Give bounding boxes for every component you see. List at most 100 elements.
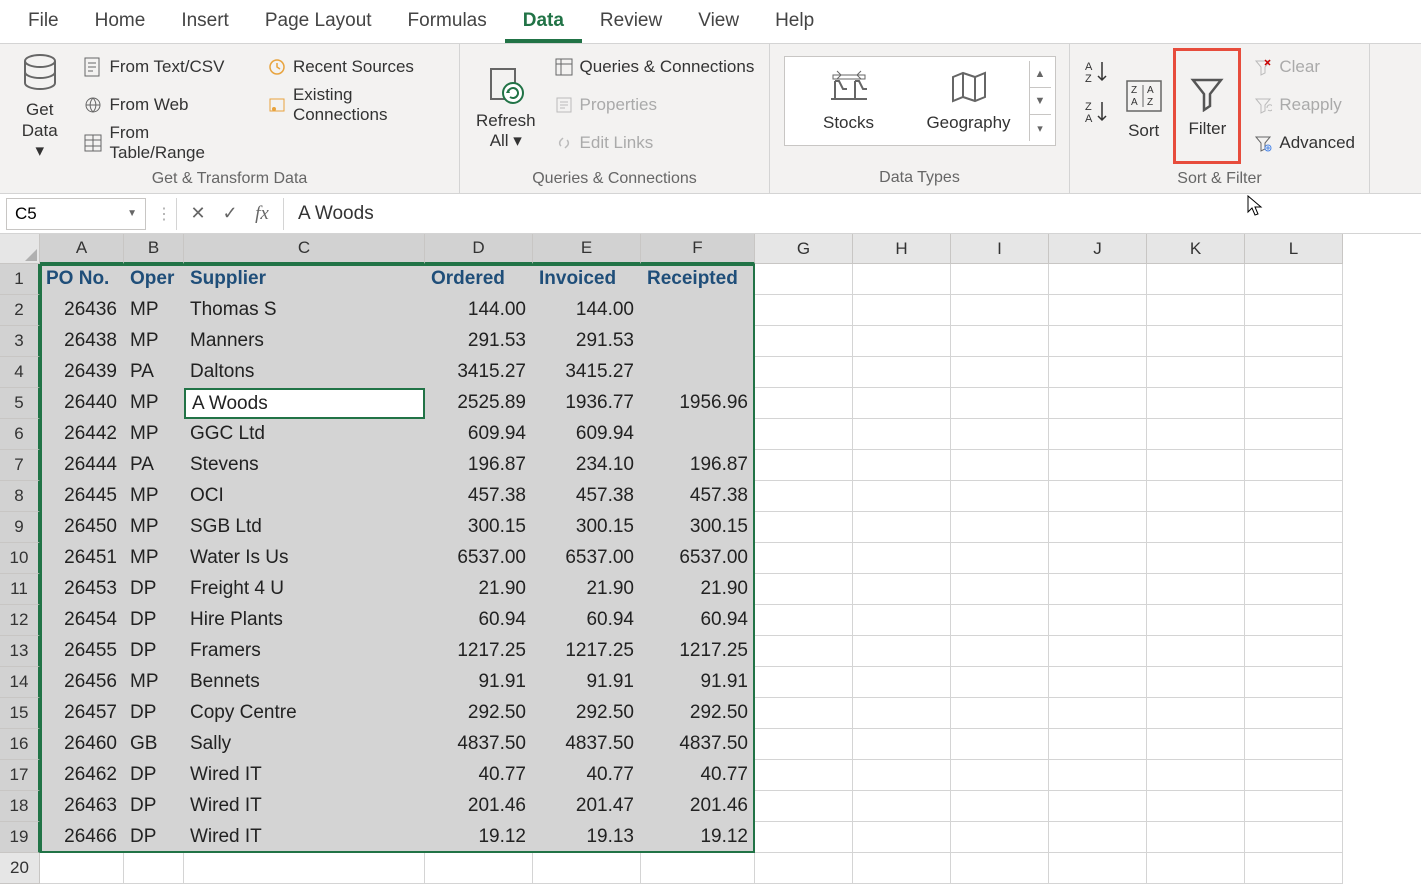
cell-D9[interactable]: 300.15 [425, 512, 533, 543]
cell-D4[interactable]: 3415.27 [425, 357, 533, 388]
cell-C3[interactable]: Manners [184, 326, 425, 357]
cell-J10[interactable] [1049, 543, 1147, 574]
cell-F7[interactable]: 196.87 [641, 450, 755, 481]
cell-J15[interactable] [1049, 698, 1147, 729]
cell-A15[interactable]: 26457 [40, 698, 124, 729]
cell-F9[interactable]: 300.15 [641, 512, 755, 543]
cell-J6[interactable] [1049, 419, 1147, 450]
clear-button[interactable]: Clear [1247, 48, 1361, 86]
cell-E7[interactable]: 234.10 [533, 450, 641, 481]
cell-B9[interactable]: MP [124, 512, 184, 543]
cell-G7[interactable] [755, 450, 853, 481]
cell-K19[interactable] [1147, 822, 1245, 853]
cell-L3[interactable] [1245, 326, 1343, 357]
gallery-up-icon[interactable]: ▲ [1030, 61, 1051, 88]
cell-A16[interactable]: 26460 [40, 729, 124, 760]
cell-F18[interactable]: 201.46 [641, 791, 755, 822]
cell-C20[interactable] [184, 853, 425, 884]
cell-I5[interactable] [951, 388, 1049, 419]
cell-J3[interactable] [1049, 326, 1147, 357]
row-header-16[interactable]: 16 [0, 729, 40, 760]
properties-button[interactable]: Properties [548, 86, 761, 124]
cell-B2[interactable]: MP [124, 295, 184, 326]
cell-J14[interactable] [1049, 667, 1147, 698]
cell-G9[interactable] [755, 512, 853, 543]
cell-B14[interactable]: MP [124, 667, 184, 698]
cell-B18[interactable]: DP [124, 791, 184, 822]
cell-J8[interactable] [1049, 481, 1147, 512]
row-header-11[interactable]: 11 [0, 574, 40, 605]
cell-D12[interactable]: 60.94 [425, 605, 533, 636]
cell-E11[interactable]: 21.90 [533, 574, 641, 605]
row-header-9[interactable]: 9 [0, 512, 40, 543]
cell-I6[interactable] [951, 419, 1049, 450]
cell-F5[interactable]: 1956.96 [641, 388, 755, 419]
tab-home[interactable]: Home [77, 0, 164, 43]
get-data-button[interactable]: GetData ▾ [8, 48, 71, 168]
col-header-E[interactable]: E [533, 234, 641, 264]
cell-K9[interactable] [1147, 512, 1245, 543]
row-header-19[interactable]: 19 [0, 822, 40, 853]
cell-D6[interactable]: 609.94 [425, 419, 533, 450]
cell-B5[interactable]: MP [124, 388, 184, 419]
cell-E10[interactable]: 6537.00 [533, 543, 641, 574]
cell-G18[interactable] [755, 791, 853, 822]
cell-D11[interactable]: 21.90 [425, 574, 533, 605]
cell-C5[interactable]: A Woods [184, 388, 425, 419]
cell-C18[interactable]: Wired IT [184, 791, 425, 822]
cell-B7[interactable]: PA [124, 450, 184, 481]
cell-K1[interactable] [1147, 264, 1245, 295]
cell-A13[interactable]: 26455 [40, 636, 124, 667]
cell-E12[interactable]: 60.94 [533, 605, 641, 636]
cell-E20[interactable] [533, 853, 641, 884]
cell-H17[interactable] [853, 760, 951, 791]
cell-H9[interactable] [853, 512, 951, 543]
cell-A6[interactable]: 26442 [40, 419, 124, 450]
row-header-13[interactable]: 13 [0, 636, 40, 667]
cell-F10[interactable]: 6537.00 [641, 543, 755, 574]
cell-K11[interactable] [1147, 574, 1245, 605]
cell-D20[interactable] [425, 853, 533, 884]
col-header-J[interactable]: J [1049, 234, 1147, 264]
from-text-csv-button[interactable]: From Text/CSV [77, 48, 248, 86]
cell-G14[interactable] [755, 667, 853, 698]
cell-I18[interactable] [951, 791, 1049, 822]
cell-B15[interactable]: DP [124, 698, 184, 729]
cell-H15[interactable] [853, 698, 951, 729]
chevron-down-icon[interactable]: ▼ [127, 208, 137, 219]
gallery-more-icon[interactable]: ▾ [1030, 115, 1051, 141]
select-all-corner[interactable] [0, 234, 40, 264]
cell-L20[interactable] [1245, 853, 1343, 884]
tab-view[interactable]: View [680, 0, 757, 43]
cell-I4[interactable] [951, 357, 1049, 388]
cell-I11[interactable] [951, 574, 1049, 605]
cell-A20[interactable] [40, 853, 124, 884]
cell-H5[interactable] [853, 388, 951, 419]
cell-I19[interactable] [951, 822, 1049, 853]
cell-F6[interactable] [641, 419, 755, 450]
cell-E16[interactable]: 4837.50 [533, 729, 641, 760]
cell-H3[interactable] [853, 326, 951, 357]
cell-I10[interactable] [951, 543, 1049, 574]
cell-F1[interactable]: Receipted [641, 264, 755, 295]
tab-review[interactable]: Review [582, 0, 680, 43]
cell-B19[interactable]: DP [124, 822, 184, 853]
cell-J7[interactable] [1049, 450, 1147, 481]
cell-L14[interactable] [1245, 667, 1343, 698]
cell-E2[interactable]: 144.00 [533, 295, 641, 326]
cell-E8[interactable]: 457.38 [533, 481, 641, 512]
cell-C15[interactable]: Copy Centre [184, 698, 425, 729]
cancel-icon[interactable]: ✕ [183, 200, 213, 228]
cell-A3[interactable]: 26438 [40, 326, 124, 357]
cell-G17[interactable] [755, 760, 853, 791]
cell-K18[interactable] [1147, 791, 1245, 822]
cell-D2[interactable]: 144.00 [425, 295, 533, 326]
cell-B10[interactable]: MP [124, 543, 184, 574]
cell-L1[interactable] [1245, 264, 1343, 295]
geography-button[interactable]: Geography [909, 69, 1029, 133]
cell-J17[interactable] [1049, 760, 1147, 791]
cell-C4[interactable]: Daltons [184, 357, 425, 388]
cell-G15[interactable] [755, 698, 853, 729]
cell-E5[interactable]: 1936.77 [533, 388, 641, 419]
cell-D18[interactable]: 201.46 [425, 791, 533, 822]
